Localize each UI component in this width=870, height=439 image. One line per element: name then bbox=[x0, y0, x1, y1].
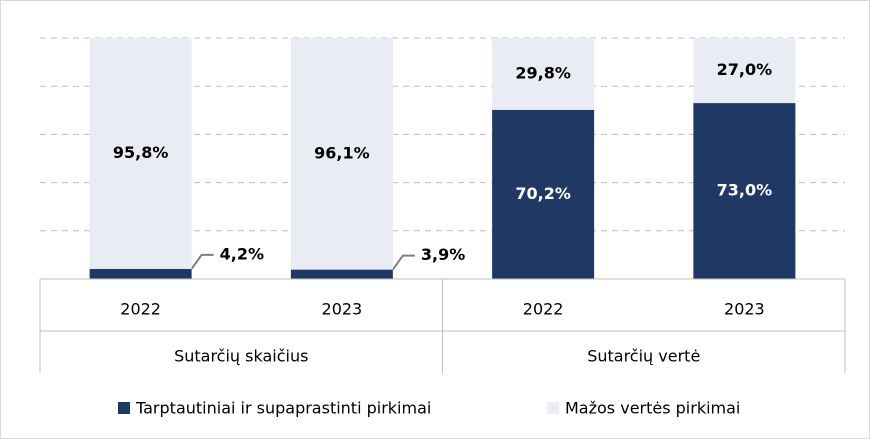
bar-segment bbox=[290, 38, 393, 270]
bar-segment bbox=[693, 38, 796, 104]
bar-segment bbox=[693, 103, 796, 279]
data-label: 29,8% bbox=[515, 63, 571, 82]
x-tick-label: 2023 bbox=[724, 300, 765, 319]
group-label: Sutarčių vertė bbox=[587, 347, 700, 366]
bar-segment bbox=[89, 268, 192, 279]
bar-segment bbox=[492, 38, 595, 110]
x-tick-label: 2023 bbox=[322, 300, 363, 319]
legend-label: Tarptautiniai ir supaprastinti pirkimai bbox=[135, 399, 431, 418]
data-label: 3,9% bbox=[421, 245, 465, 264]
leader-line bbox=[190, 253, 214, 270]
x-tick-label: 2022 bbox=[523, 300, 564, 319]
x-tick-label: 2022 bbox=[120, 300, 161, 319]
legend-swatch bbox=[547, 402, 559, 414]
data-label: 96,1% bbox=[314, 143, 370, 162]
group-label: Sutarčių skaičius bbox=[174, 347, 308, 366]
legend-swatch bbox=[118, 402, 130, 414]
data-label: 4,2% bbox=[220, 244, 264, 263]
bar-segment bbox=[290, 269, 393, 279]
data-label: 73,0% bbox=[717, 181, 773, 200]
data-label: 70,2% bbox=[515, 184, 571, 203]
bar-segment bbox=[492, 109, 595, 280]
leader-line bbox=[392, 254, 415, 271]
data-label: 27,0% bbox=[717, 60, 773, 79]
legend-label: Mažos vertės pirkimai bbox=[565, 399, 740, 418]
data-label: 95,8% bbox=[113, 143, 169, 162]
bar-segment bbox=[89, 38, 192, 269]
